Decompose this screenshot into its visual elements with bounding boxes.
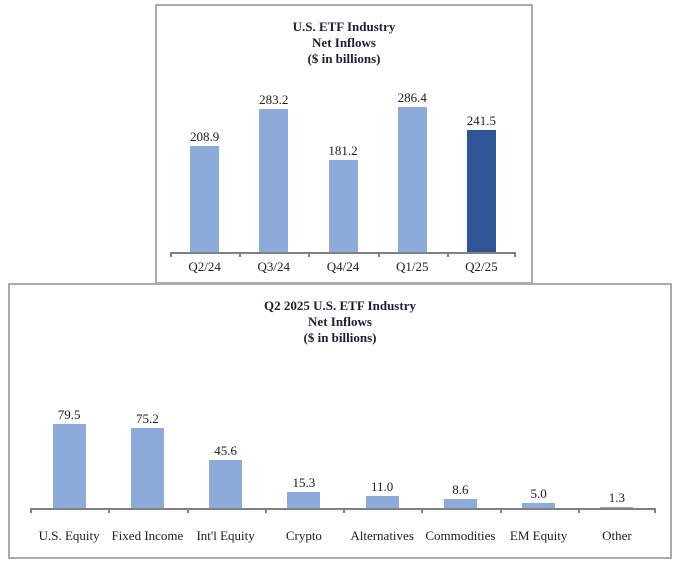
chart-title: U.S. ETF Industry Net Inflows ($ in bill… (157, 19, 531, 67)
axis-tick (264, 508, 267, 513)
axis-tick (186, 508, 189, 513)
value-label: 286.4 (397, 90, 427, 105)
category-label: Q1/25 (395, 259, 429, 274)
title-line-1: Q2 2025 U.S. ETF Industry (264, 298, 416, 313)
axis-tick (654, 508, 656, 513)
bar (522, 503, 556, 508)
category-label: Q4/24 (326, 259, 360, 274)
bar (328, 160, 358, 252)
title-line-2: Net Inflows (312, 35, 376, 50)
category-label: Other (602, 528, 632, 543)
bar-slot: 11.0 (343, 365, 421, 508)
axis-tick (446, 252, 449, 257)
axis-tick (108, 508, 111, 513)
bar-slot: 79.5 (30, 365, 108, 508)
axis-tick (577, 508, 580, 513)
value-label: 283.2 (259, 92, 289, 107)
value-label: 15.3 (292, 475, 316, 490)
axis-tick (239, 252, 242, 257)
axis-tick (421, 508, 424, 513)
category-axis: Q2/24 Q3/24 Q4/24 Q1/25 Q2/25 (170, 258, 516, 276)
value-label: 181.2 (328, 143, 358, 158)
title-line-1: U.S. ETF Industry (292, 19, 396, 34)
bar-slot: 45.6 (187, 365, 265, 508)
category-label: Q2/25 (465, 259, 498, 274)
plot-area: 208.9 283.2 181.2 286.4 241.5 (170, 84, 516, 257)
plot-area: 79.5 75.2 45.6 15.3 11.0 8.6 5.0 1.3 (30, 365, 656, 513)
bar (130, 428, 164, 508)
bar (209, 460, 243, 508)
title-line-3: ($ in billions) (307, 51, 381, 66)
bar (600, 507, 634, 508)
value-label: 241.5 (466, 113, 497, 128)
value-label: 45.6 (214, 443, 237, 458)
category-axis: U.S. Equity Fixed Income Int'l Equity Crypt… (30, 527, 656, 545)
category-label: U.S. Equity (38, 528, 100, 543)
axis-tick (308, 252, 311, 257)
bar-slot: 283.2 (239, 84, 308, 252)
bar-slot: 1.3 (578, 365, 656, 508)
bar (287, 492, 321, 508)
category-label: Crypto (285, 528, 322, 543)
bar (52, 424, 86, 508)
category-label: Q2/24 (188, 259, 221, 274)
value-label: 208.9 (189, 129, 220, 144)
q2-2025-category-inflows-chart: Q2 2025 U.S. ETF Industry Net Inflows ($… (8, 283, 672, 559)
bar-slot: 75.2 (108, 365, 186, 508)
bar (365, 496, 399, 508)
axis-tick (499, 508, 502, 513)
bar-slot: 208.9 (170, 84, 239, 252)
bar (190, 146, 220, 252)
value-label: 8.6 (452, 482, 469, 497)
bar-slot: 8.6 (421, 365, 499, 508)
axis-tick (30, 508, 32, 513)
value-label: 75.2 (136, 411, 159, 426)
axis-tick (514, 252, 516, 257)
value-label: 5.0 (530, 486, 547, 501)
axis-tick (377, 252, 380, 257)
bar (443, 499, 477, 508)
bar-slot: 241.5 (447, 84, 516, 252)
category-label: Int'l Equity (196, 528, 255, 543)
category-label: Alternatives (350, 528, 414, 543)
bar-slot: 15.3 (265, 365, 343, 508)
bar (259, 109, 289, 252)
axis-tick (170, 252, 172, 257)
axis-ticks (30, 508, 656, 514)
category-label: Fixed Income (111, 528, 184, 543)
chart-title: Q2 2025 U.S. ETF Industry Net Inflows ($… (10, 298, 670, 346)
category-label: Q3/24 (257, 259, 291, 274)
value-label: 79.5 (57, 407, 81, 422)
quarterly-net-inflows-chart: U.S. ETF Industry Net Inflows ($ in bill… (155, 4, 533, 284)
category-label: Commodities (425, 528, 496, 543)
value-label: 11.0 (370, 479, 394, 494)
title-line-3: ($ in billions) (303, 330, 377, 345)
bar-slot: 5.0 (500, 365, 578, 508)
bar-slot: 181.2 (308, 84, 377, 252)
value-label: 1.3 (608, 490, 625, 505)
bar (397, 107, 427, 252)
bar-highlighted (466, 130, 496, 252)
category-label: EM Equity (509, 528, 568, 543)
bar-slot: 286.4 (378, 84, 447, 252)
axis-tick (343, 508, 345, 513)
title-line-2: Net Inflows (308, 314, 372, 329)
